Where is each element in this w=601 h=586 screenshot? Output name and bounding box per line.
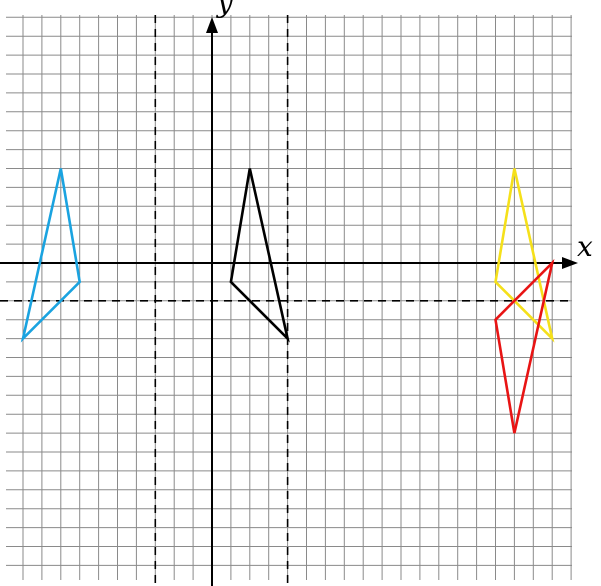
yellow-triangle: [494, 168, 555, 343]
y-axis-arrow: [206, 17, 218, 33]
grid: [6, 15, 572, 580]
black-triangle: [229, 168, 290, 343]
red-triangle: [494, 258, 555, 434]
axes: [0, 17, 578, 586]
triangles: [20, 168, 555, 434]
dashed-guide-lines: [0, 15, 572, 586]
x-axis-label: x: [577, 230, 593, 263]
x-axis-arrow: [562, 257, 578, 269]
y-axis-label: y: [215, 0, 234, 19]
blue-triangle: [20, 168, 82, 343]
